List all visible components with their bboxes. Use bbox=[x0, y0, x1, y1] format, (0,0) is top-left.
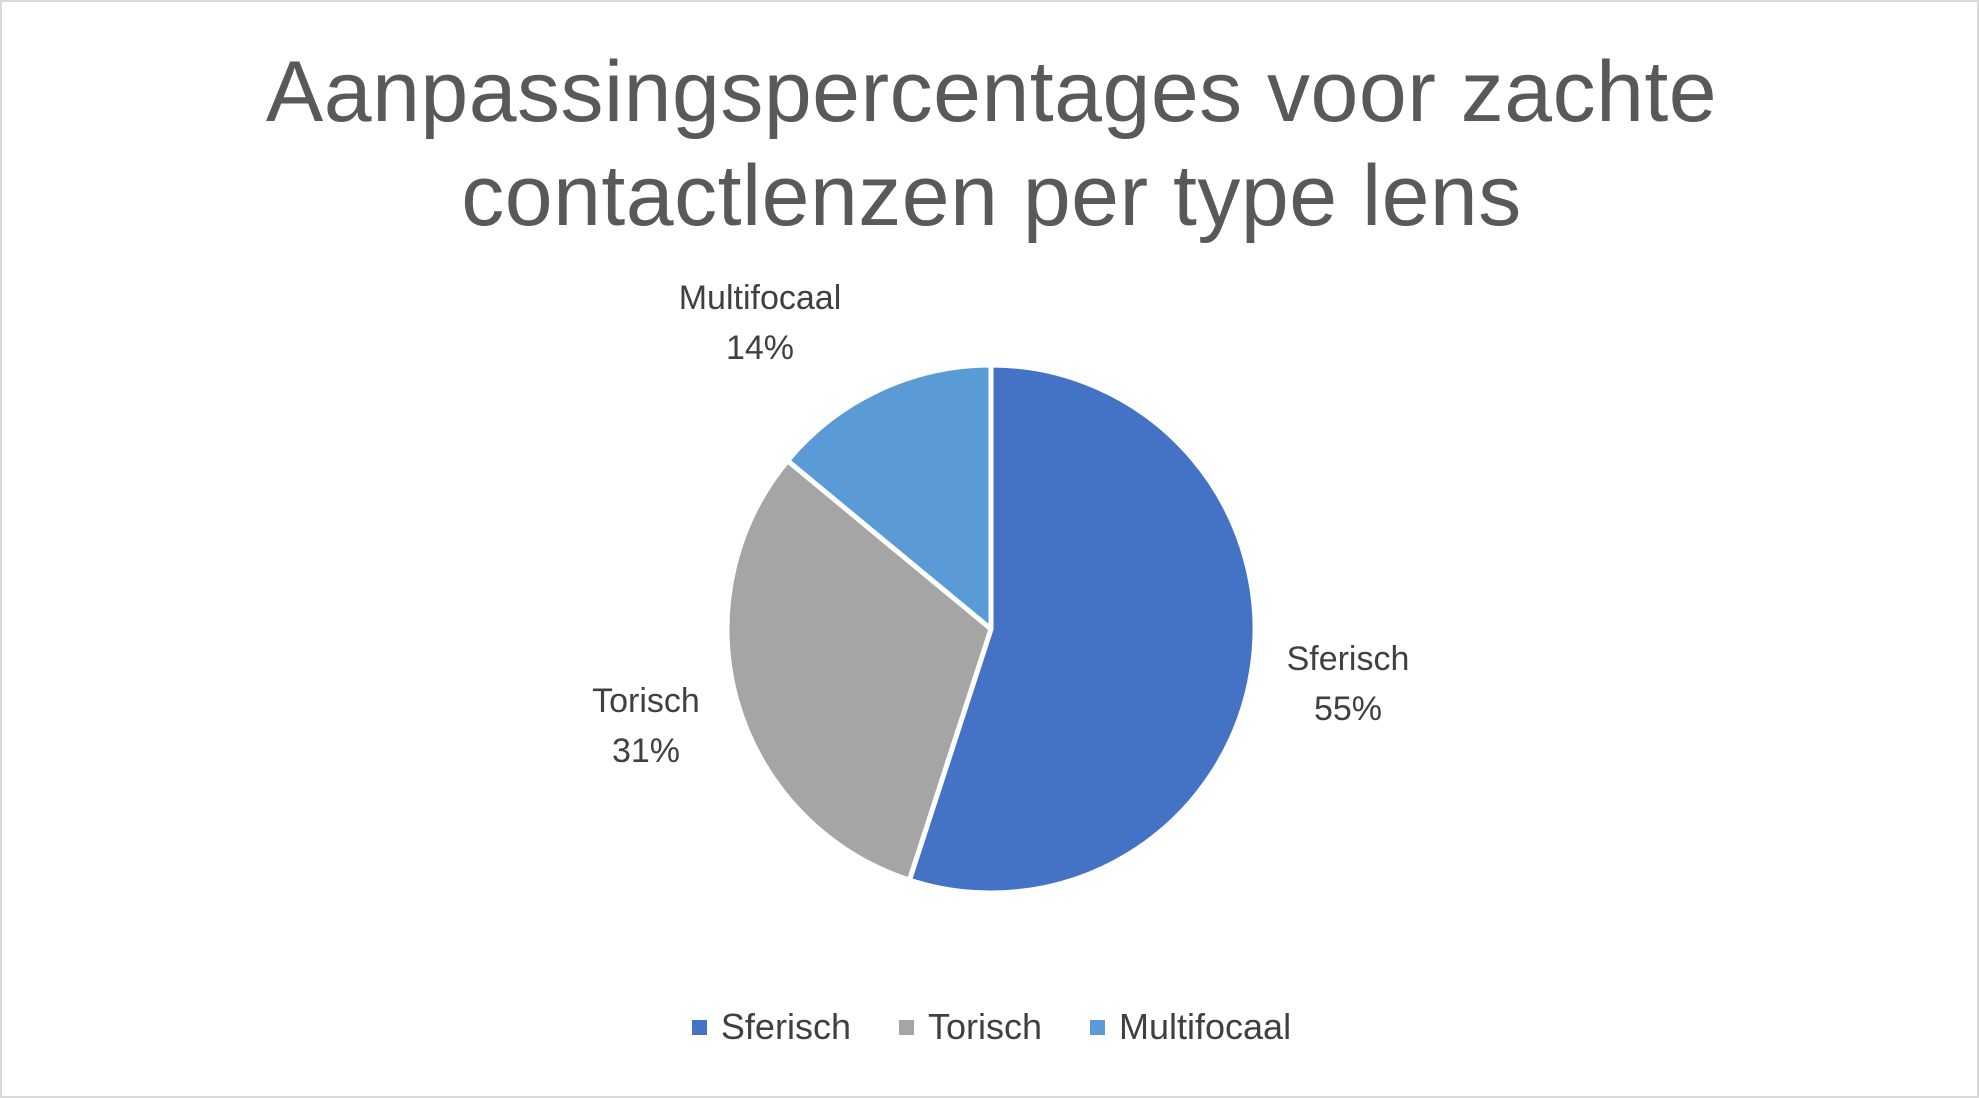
data-label-sferisch-category: Sferisch bbox=[1286, 640, 1410, 678]
pie-slice-torisch[interactable] bbox=[724, 458, 994, 883]
data-label-sferisch: Sferisch 55% bbox=[1218, 634, 1478, 734]
data-label-multifocaal-value: 14% bbox=[725, 329, 795, 367]
legend-item-sferisch[interactable]: Sferisch bbox=[691, 1006, 851, 1048]
data-label-torisch: Torisch 31% bbox=[516, 676, 776, 776]
legend-label-multifocaal: Multifocaal bbox=[1119, 1006, 1292, 1047]
chart-title-line-1: Aanpassingspercentages voor zachte bbox=[265, 44, 1718, 140]
legend-swatch-torisch bbox=[898, 1019, 914, 1035]
legend-label-torisch: Torisch bbox=[927, 1006, 1042, 1047]
legend-swatch-multifocaal bbox=[1090, 1019, 1105, 1035]
legend-item-multifocaal[interactable]: Multifocaal bbox=[1090, 1006, 1291, 1048]
pie-slice-sferisch[interactable] bbox=[906, 362, 1258, 896]
data-label-multifocaal-category: Multifocaal bbox=[678, 279, 842, 317]
chart-title-line-2: contactlenzen per type lens bbox=[461, 148, 1522, 244]
legend-swatch-sferisch bbox=[691, 1019, 707, 1035]
data-label-multifocaal: Multifocaal 14% bbox=[630, 273, 890, 373]
data-label-torisch-category: Torisch bbox=[592, 682, 700, 720]
chart-title: Aanpassingspercentages voor zachte conta… bbox=[2, 40, 1977, 248]
data-label-sferisch-value: 55% bbox=[1313, 690, 1383, 728]
data-label-torisch-value: 31% bbox=[611, 732, 681, 770]
legend: Sferisch Torisch Multifocaal bbox=[2, 1006, 1977, 1048]
legend-item-torisch[interactable]: Torisch bbox=[898, 1006, 1042, 1048]
pie-slice-multifocaal[interactable] bbox=[785, 362, 994, 632]
legend-label-sferisch: Sferisch bbox=[720, 1006, 851, 1047]
